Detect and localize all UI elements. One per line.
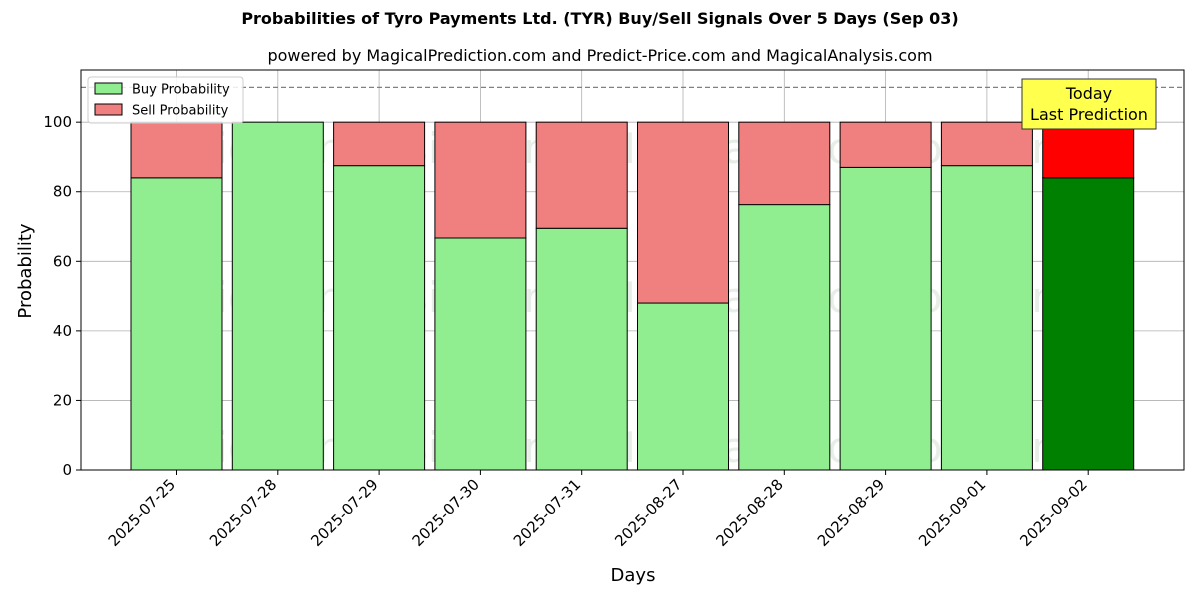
buy-bar bbox=[231, 121, 324, 471]
sell-bar bbox=[1042, 121, 1135, 179]
bars bbox=[130, 121, 1135, 471]
buy-bar bbox=[434, 237, 527, 471]
legend-swatch bbox=[94, 103, 123, 116]
sell-bar bbox=[637, 121, 729, 304]
y-tick-label: 100 bbox=[43, 113, 72, 131]
buy-bar bbox=[1042, 177, 1135, 471]
buy-bar bbox=[535, 227, 628, 471]
sell-bar bbox=[130, 121, 223, 179]
x-tick-label: 2025-07-30 bbox=[409, 476, 483, 550]
legend-label: Sell Probability bbox=[132, 104, 229, 119]
buy-bar bbox=[738, 204, 831, 471]
y-axis-label: Probability bbox=[15, 223, 36, 318]
x-tick-label: 2025-09-02 bbox=[1016, 476, 1090, 550]
sell-bar bbox=[940, 121, 1033, 167]
sell-bar bbox=[839, 121, 932, 168]
today-annotation: Today Last Prediction bbox=[1021, 78, 1157, 130]
buy-bar bbox=[839, 166, 932, 471]
x-tick-label: 2025-07-31 bbox=[510, 476, 584, 550]
sell-bar bbox=[434, 121, 527, 239]
x-tick-label: 2025-08-27 bbox=[611, 476, 685, 550]
legend-label: Buy Probability bbox=[132, 83, 230, 98]
y-tick-label: 40 bbox=[53, 322, 72, 340]
y-tick-label: 80 bbox=[53, 183, 72, 201]
x-tick-label: 2025-09-01 bbox=[915, 476, 989, 550]
sell-bar bbox=[738, 121, 831, 206]
x-tick-label: 2025-07-29 bbox=[307, 476, 381, 550]
annotation-text: Today bbox=[1065, 84, 1112, 103]
buy-bar bbox=[130, 177, 223, 471]
legend-box bbox=[87, 76, 244, 124]
annotation-text: Last Prediction bbox=[1030, 105, 1148, 124]
buy-bar bbox=[940, 165, 1033, 471]
x-tick-label: 2025-07-25 bbox=[105, 476, 179, 550]
legend-swatch bbox=[94, 82, 123, 95]
y-tick-label: 0 bbox=[62, 461, 72, 479]
plot-frame bbox=[80, 69, 1185, 471]
x-tick-label: 2025-08-29 bbox=[814, 476, 888, 550]
y-tick-label: 60 bbox=[53, 252, 72, 270]
legend: Buy Probability Sell Probability bbox=[87, 76, 244, 124]
chart-title: Probabilities of Tyro Payments Ltd. (TYR… bbox=[241, 9, 959, 28]
x-tick-label: 2025-07-28 bbox=[206, 476, 280, 550]
sell-bar bbox=[535, 121, 628, 229]
sell-bar bbox=[333, 121, 426, 167]
y-tick-label: 20 bbox=[53, 391, 72, 409]
buy-bar bbox=[637, 302, 729, 471]
annotation-box bbox=[1021, 78, 1157, 130]
x-axis-label: Days bbox=[611, 565, 656, 586]
chart-subtitle: powered by MagicalPrediction.com and Pre… bbox=[267, 46, 933, 65]
buy-bar bbox=[333, 165, 426, 471]
x-tick-label: 2025-08-28 bbox=[713, 476, 787, 550]
